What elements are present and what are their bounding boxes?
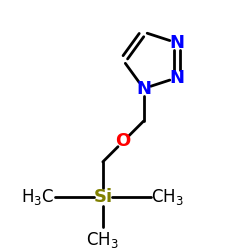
Text: $\mathsf{CH_3}$: $\mathsf{CH_3}$	[151, 187, 184, 207]
Text: N: N	[169, 69, 184, 87]
Text: N: N	[169, 34, 184, 52]
Text: $\mathsf{H_3C}$: $\mathsf{H_3C}$	[22, 187, 54, 207]
Text: O: O	[116, 132, 131, 150]
Text: Si: Si	[93, 188, 112, 206]
Text: N: N	[136, 80, 151, 98]
Text: $\mathsf{CH_3}$: $\mathsf{CH_3}$	[86, 230, 119, 250]
